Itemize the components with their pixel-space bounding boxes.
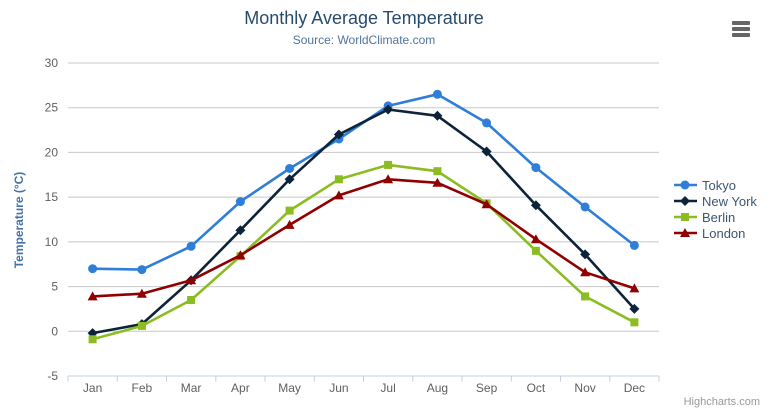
y-axis-tick-label: 0 — [51, 324, 58, 338]
data-point-london-sep[interactable] — [481, 199, 492, 209]
data-point-new-york-dec[interactable] — [629, 303, 640, 314]
data-point-london-aug[interactable] — [432, 177, 443, 187]
diamond-marker-icon — [674, 196, 697, 206]
series-london — [87, 174, 640, 301]
data-point-new-york-jul[interactable] — [383, 104, 394, 115]
data-point-berlin-feb[interactable] — [137, 321, 146, 330]
hamburger-bar — [732, 33, 750, 37]
data-point-new-york-sep[interactable] — [481, 146, 492, 157]
legend-label: New York — [702, 193, 757, 209]
data-point-tokyo-oct[interactable] — [531, 163, 541, 173]
x-axis-tick-label: Oct — [527, 381, 546, 395]
hamburger-bar — [732, 21, 750, 25]
legend-label: Berlin — [702, 209, 736, 225]
data-point-tokyo-apr[interactable] — [235, 197, 245, 207]
data-point-berlin-mar[interactable] — [187, 296, 196, 304]
series-line-berlin — [91, 163, 636, 341]
x-axis-tick-label: Sep — [476, 381, 498, 395]
series-tokyo — [88, 89, 639, 275]
y-axis-tick-label: 15 — [45, 190, 59, 204]
data-point-berlin-nov[interactable] — [581, 292, 590, 301]
x-axis-tick-label: Nov — [574, 381, 595, 395]
data-point-london-feb[interactable] — [136, 288, 147, 298]
legend-item-tokyo[interactable]: Tokyo — [674, 177, 757, 193]
data-point-new-york-aug[interactable] — [432, 110, 443, 121]
y-axis-tick-label: 10 — [45, 235, 59, 249]
data-point-london-dec[interactable] — [629, 283, 640, 293]
credits-link[interactable]: Highcharts.com — [683, 396, 760, 408]
x-axis-tick-label: Dec — [624, 381, 645, 395]
data-point-new-york-may[interactable] — [284, 174, 295, 185]
x-axis-tick-label: Jan — [83, 381, 102, 395]
data-point-berlin-oct[interactable] — [531, 246, 540, 255]
data-point-tokyo-nov[interactable] — [580, 202, 590, 212]
x-axis-tick-label: Jun — [329, 381, 348, 395]
data-point-berlin-may[interactable] — [285, 206, 294, 215]
data-point-london-nov[interactable] — [580, 267, 591, 277]
series-line-london — [91, 178, 636, 298]
data-point-tokyo-sep[interactable] — [482, 118, 492, 128]
data-point-tokyo-mar[interactable] — [186, 241, 196, 251]
data-point-london-jan[interactable] — [87, 291, 98, 301]
series-line-new-york — [91, 108, 636, 335]
data-point-berlin-dec[interactable] — [630, 318, 639, 327]
data-point-london-may[interactable] — [284, 219, 295, 229]
y-axis-tick-label: 30 — [45, 56, 59, 70]
data-point-tokyo-feb[interactable] — [137, 265, 147, 275]
data-point-tokyo-aug[interactable] — [432, 89, 442, 99]
x-axis-tick-label: Jul — [380, 381, 395, 395]
data-point-london-oct[interactable] — [530, 234, 541, 244]
data-point-berlin-aug[interactable] — [433, 167, 442, 176]
y-axis-tick-label: 5 — [51, 280, 58, 294]
legend-label: London — [702, 225, 746, 241]
data-point-new-york-apr[interactable] — [235, 225, 246, 236]
data-point-tokyo-jan[interactable] — [88, 264, 98, 274]
x-axis-tick-label: Mar — [181, 381, 202, 395]
chart-title: Monthly Average Temperature — [244, 8, 484, 28]
x-axis-tick-label: Aug — [427, 381, 448, 395]
hamburger-bar — [732, 27, 750, 31]
legend-label: Tokyo — [702, 177, 736, 193]
legend-item-new-york[interactable]: New York — [674, 193, 757, 209]
data-point-london-jul[interactable] — [383, 174, 394, 184]
x-axis-tick-label: Feb — [132, 381, 153, 395]
data-point-london-apr[interactable] — [235, 250, 246, 260]
x-axis-tick-label: May — [278, 381, 301, 395]
data-point-berlin-jul[interactable] — [384, 160, 393, 169]
y-axis-tick-label: 20 — [45, 145, 59, 159]
data-point-berlin-jan[interactable] — [88, 335, 97, 344]
square-marker-icon — [674, 213, 697, 221]
data-point-london-mar[interactable] — [186, 275, 197, 285]
circle-marker-icon — [674, 180, 697, 190]
y-axis-tick-label: -5 — [47, 369, 58, 383]
legend-item-london[interactable]: London — [674, 225, 757, 241]
data-point-tokyo-may[interactable] — [285, 164, 295, 173]
chart-subtitle: Source: WorldClimate.com — [292, 33, 436, 47]
legend-item-berlin[interactable]: Berlin — [674, 209, 757, 225]
series-new-york — [87, 104, 640, 339]
legend: Tokyo New York Berlin London — [674, 177, 757, 241]
hamburger-icon[interactable] — [729, 18, 753, 40]
x-axis-tick-label: Apr — [231, 381, 250, 395]
data-point-new-york-jun[interactable] — [333, 129, 344, 140]
data-point-tokyo-dec[interactable] — [629, 240, 639, 250]
triangle-marker-icon — [674, 228, 697, 237]
data-point-new-york-nov[interactable] — [580, 249, 591, 260]
data-point-london-jun[interactable] — [333, 190, 344, 200]
data-point-berlin-jun[interactable] — [334, 175, 343, 184]
y-axis-title: Temperature (°C) — [12, 172, 26, 269]
y-axis-tick-label: 25 — [45, 101, 59, 115]
data-point-new-york-oct[interactable] — [530, 200, 541, 211]
